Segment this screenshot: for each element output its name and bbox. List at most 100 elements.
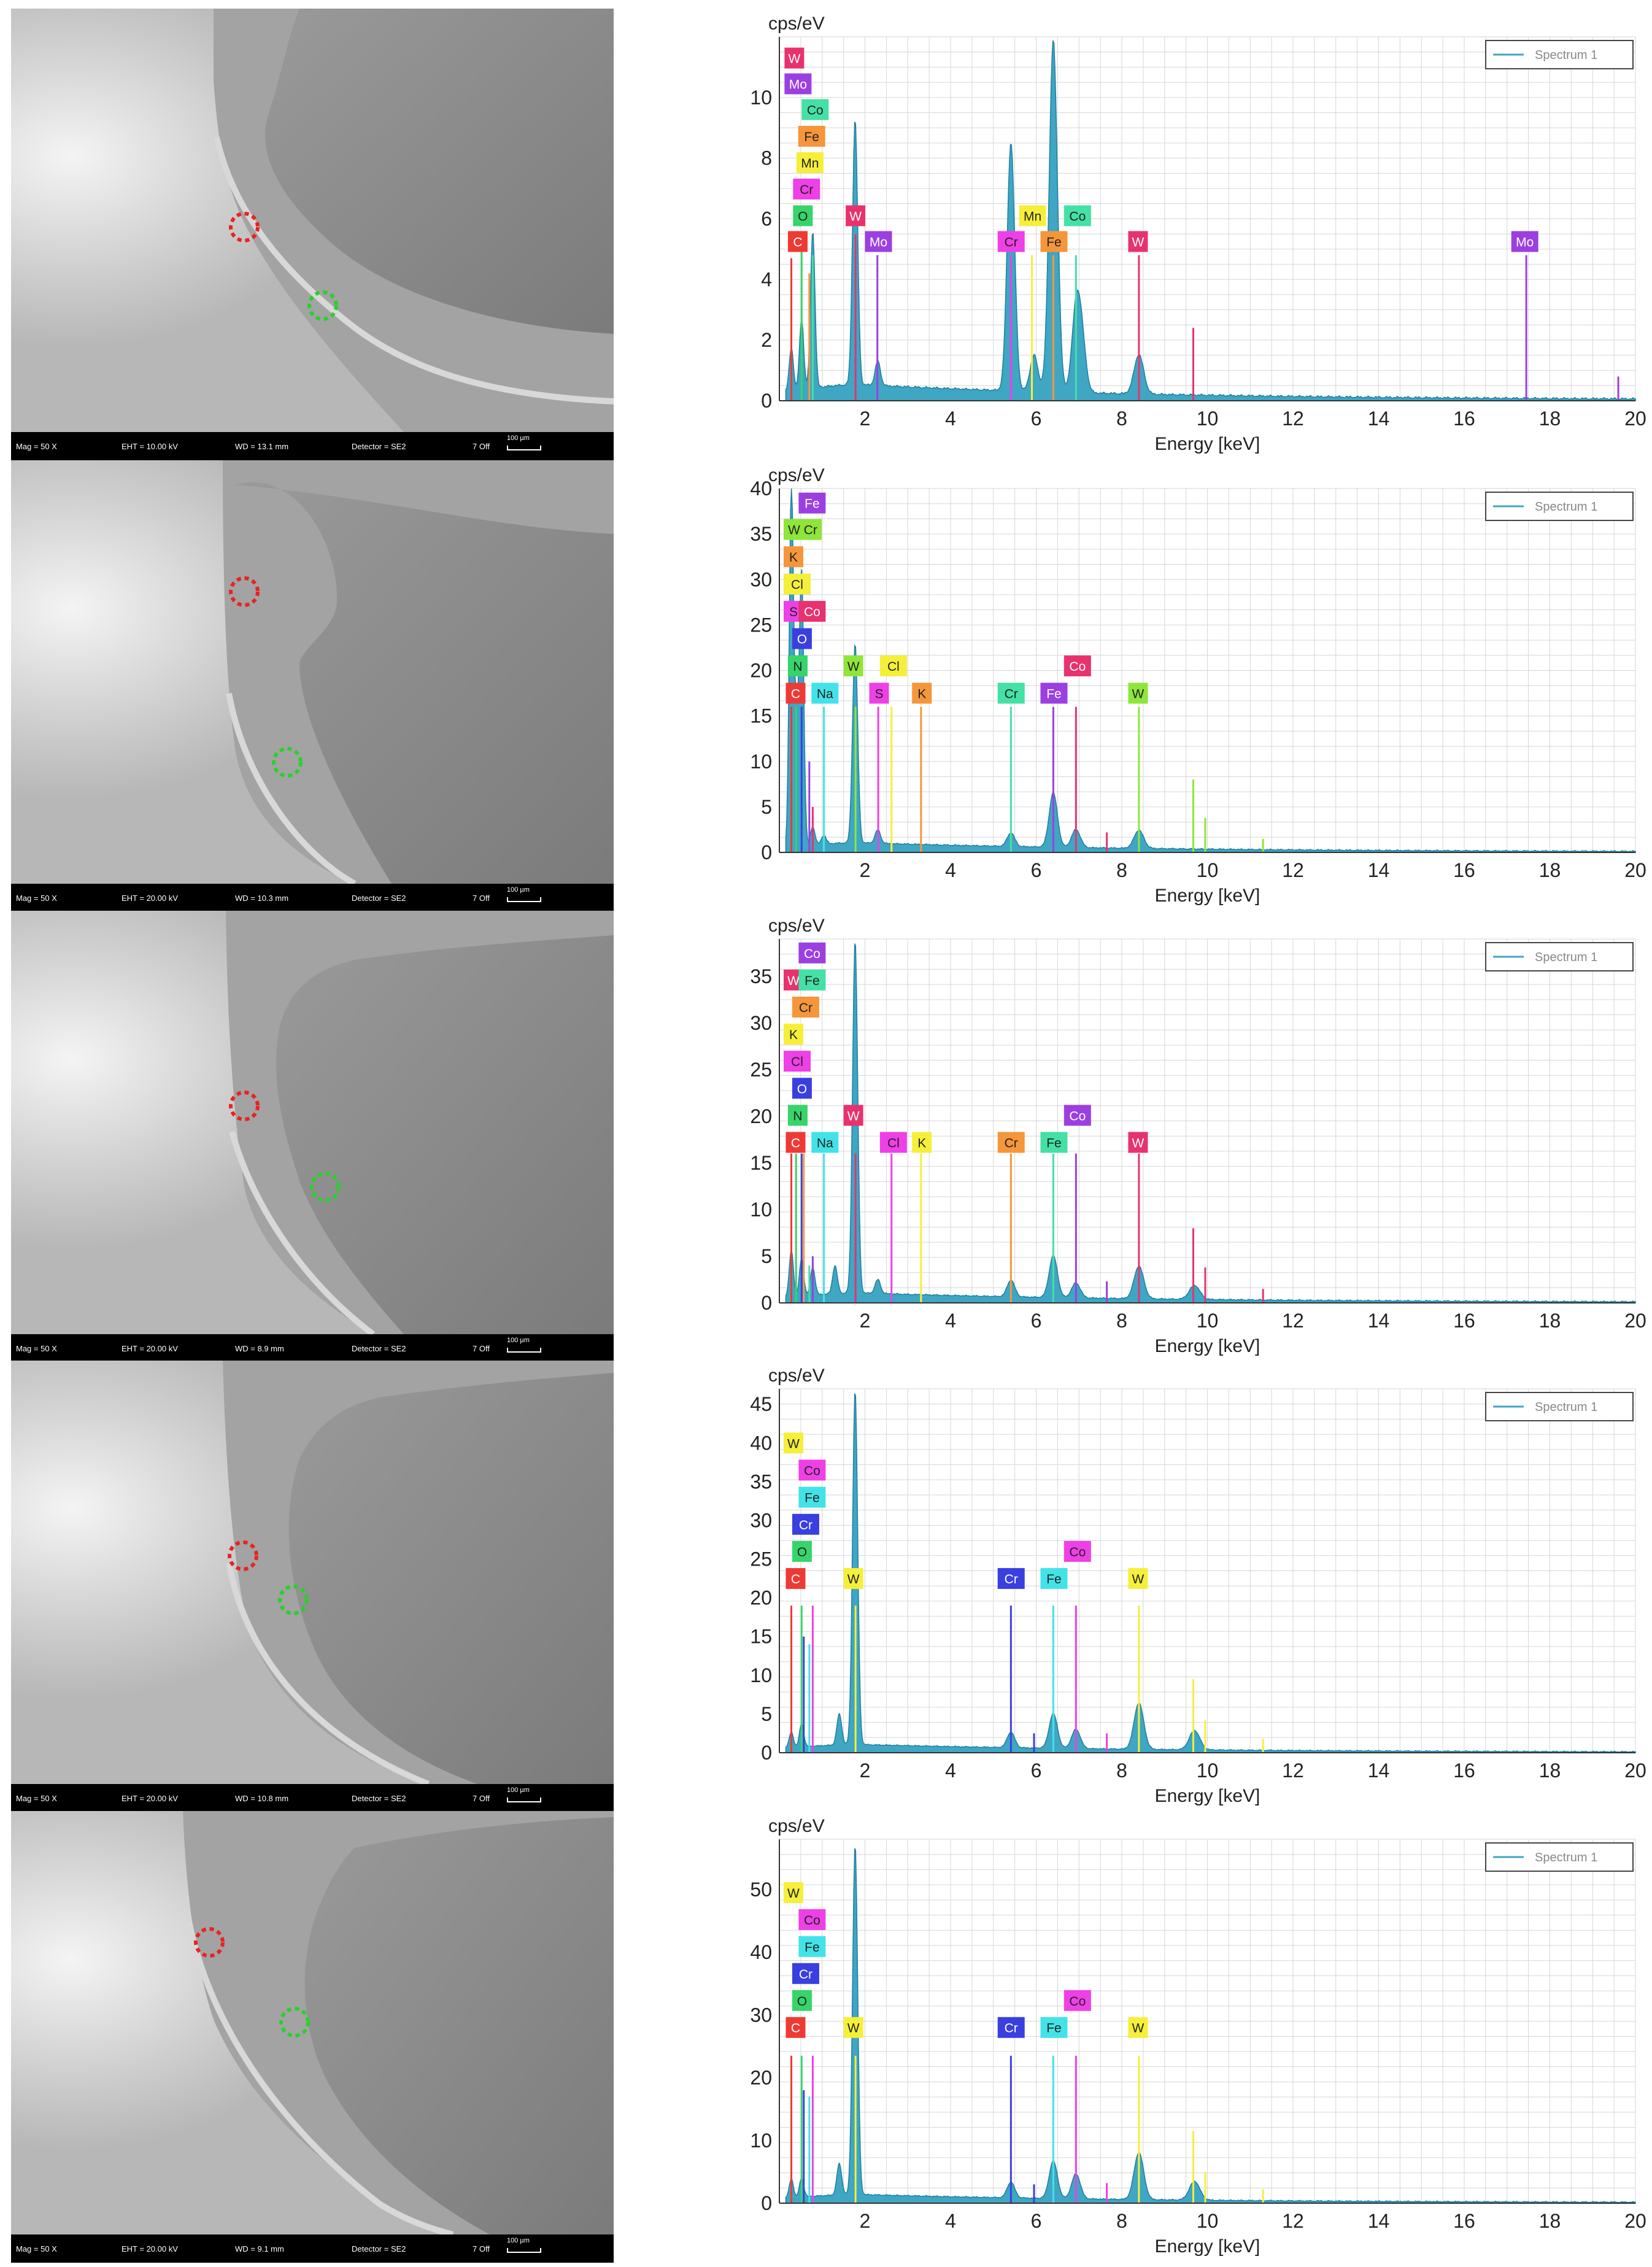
element-label-box <box>811 1132 839 1153</box>
y-tick-label: 25 <box>750 1548 772 1570</box>
element-label-text: Cl <box>791 1055 803 1069</box>
element-label-text: K <box>917 687 926 701</box>
y-tick-label: 20 <box>750 2067 772 2089</box>
element-label-text: Cr <box>1005 687 1018 701</box>
y-tick-label: 25 <box>750 1059 772 1081</box>
element-label-text: Fe <box>805 1941 820 1955</box>
element-label-o: O <box>792 1540 812 1562</box>
element-label-text: Fe <box>805 497 820 511</box>
x-tick-label: 6 <box>1031 1759 1042 1782</box>
element-label-c: C <box>785 1132 806 1153</box>
element-label-cl: Cl <box>783 1051 811 1072</box>
panel-1: Mag = 50 X EHT = 10.00 kV WD = 13.1 mm D… <box>0 9 1652 462</box>
element-label-box <box>1063 1540 1091 1562</box>
y-axis-label: cps/eV <box>768 1365 825 1386</box>
element-label-text: W <box>847 1109 860 1123</box>
legend-label: Spectrum 1 <box>1535 1400 1597 1414</box>
eds-spectrum-chart: 2 4 6 8 10 12 14 16 18 20 0 5 10 15 20 25 30 35 40 45 cps/eV… <box>724 1361 1646 1813</box>
element-label-c: C <box>787 231 808 252</box>
element-label-box <box>912 1132 932 1153</box>
element-labels: W Co Fe Cr OC W Cr Fe Co W <box>783 1432 1148 1589</box>
green-circle-marker <box>278 1585 309 1615</box>
element-label-box <box>783 1051 811 1072</box>
x-tick-label: 16 <box>1453 859 1475 881</box>
element-label-text: Cr <box>799 1001 812 1015</box>
element-label-o: O <box>792 1990 812 2011</box>
element-lines <box>790 1153 1264 1303</box>
y-axis-label: cps/eV <box>768 465 825 485</box>
y-tick-label: 6 <box>761 208 772 230</box>
element-label-box <box>997 1132 1025 1153</box>
red-circle-marker <box>229 1091 260 1121</box>
sem-picture <box>11 911 614 1334</box>
y-tick-label: 50 <box>750 1879 772 1901</box>
element-label-text: W <box>1132 687 1144 701</box>
element-label-box <box>1040 682 1068 704</box>
eds-chart-svg: 2 4 6 8 10 12 14 16 18 20 0 10 20 30 40 50 cps/eV Energy … <box>750 1816 1646 2257</box>
element-label-w: W <box>783 1432 803 1454</box>
element-label-box <box>796 152 824 174</box>
red-circle-marker <box>229 212 260 242</box>
y-tick-label: 40 <box>750 1432 772 1454</box>
element-label-box <box>798 492 826 514</box>
sem-info-bar: Mag = 50 X EHT = 10.00 kV WD = 13.1 mm D… <box>11 432 614 460</box>
element-label-box <box>997 1568 1025 1589</box>
element-label-box <box>912 682 932 704</box>
x-axis-label: Energy [keV] <box>1155 2236 1260 2257</box>
element-label-na: Na <box>811 682 839 704</box>
element-label-box <box>783 1432 803 1454</box>
sem-tilt: 7 Off <box>473 442 490 451</box>
element-label-text: W <box>847 660 860 674</box>
x-tick-label: 10 <box>1197 1759 1219 1782</box>
element-label-box <box>997 231 1025 252</box>
element-label-box <box>798 601 826 622</box>
element-label-box <box>792 1990 812 2011</box>
x-tick-label: 4 <box>945 2210 956 2232</box>
element-label-text: Co <box>1069 210 1086 224</box>
x-tick-label: 4 <box>945 1310 956 1332</box>
element-label-box <box>785 1132 806 1153</box>
element-label-text: W <box>1132 1572 1144 1586</box>
element-label-w: W <box>783 1882 803 1903</box>
red-circle-marker <box>229 576 260 607</box>
element-label-text: C <box>791 687 800 701</box>
y-tick-label: 30 <box>750 1012 772 1034</box>
element-label-box <box>869 682 889 704</box>
x-axis-label: Energy [keV] <box>1155 1786 1260 1806</box>
x-tick-label: 2 <box>860 1759 871 1782</box>
element-label-text: C <box>793 236 802 250</box>
element-label-text: O <box>797 633 807 647</box>
element-label-w: W <box>846 205 866 226</box>
element-label-co: Co <box>798 942 826 964</box>
element-label-text: Co <box>807 104 824 118</box>
sem-mag: Mag = 50 X <box>16 2244 57 2253</box>
element-label-co: Co <box>1063 1105 1091 1126</box>
tool-face <box>265 9 614 334</box>
x-tick-label: 18 <box>1539 859 1561 881</box>
element-label-text: Fe <box>1046 2022 1062 2036</box>
sem-wd: WD = 9.1 mm <box>235 2244 284 2253</box>
x-tick-label: 12 <box>1282 2210 1304 2232</box>
element-label-fe: Fe <box>798 1936 826 1957</box>
element-label-text: Fe <box>805 974 820 988</box>
legend-label: Spectrum 1 <box>1535 500 1597 514</box>
element-label-text: Cr <box>1005 2022 1018 2036</box>
legend-label: Spectrum 1 <box>1535 1851 1597 1864</box>
sem-scale-label: 100 µm <box>507 1786 530 1794</box>
element-label-mo: Mo <box>865 231 892 252</box>
element-label-text: W <box>847 1572 860 1586</box>
element-label-cr: Cr <box>997 2017 1025 2038</box>
element-label-cr: Cr <box>792 1963 819 1984</box>
tool-face <box>276 935 614 1334</box>
element-label-box <box>798 969 826 991</box>
sem-wd: WD = 10.8 mm <box>235 1794 289 1803</box>
x-tick-label: 8 <box>1116 2210 1127 2232</box>
x-tick-label: 10 <box>1197 1310 1219 1332</box>
element-label-text: Cr <box>800 183 813 197</box>
cutting-edge <box>226 693 357 884</box>
y-tick-label: 15 <box>750 705 772 727</box>
cutting-edge <box>229 1130 376 1334</box>
element-label-cr: Cr <box>793 179 820 200</box>
element-label-text: W <box>847 2022 860 2036</box>
element-label-co: Co <box>1063 655 1091 677</box>
